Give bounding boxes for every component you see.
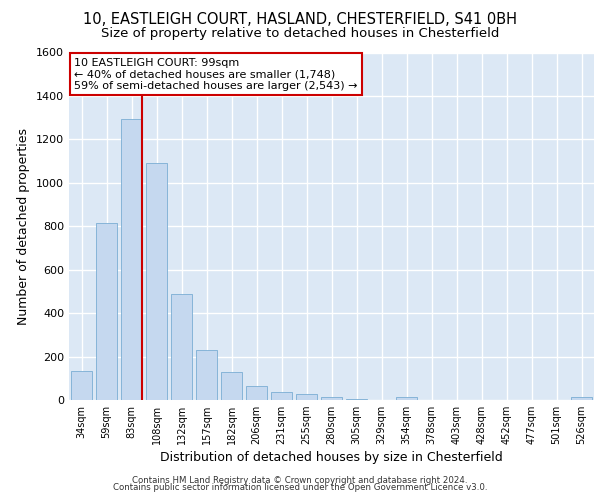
- Y-axis label: Number of detached properties: Number of detached properties: [17, 128, 31, 325]
- Bar: [221, 372, 242, 400]
- Bar: [196, 350, 217, 400]
- Bar: [346, 399, 367, 400]
- Text: Contains HM Land Registry data © Crown copyright and database right 2024.: Contains HM Land Registry data © Crown c…: [132, 476, 468, 485]
- Bar: [71, 370, 92, 400]
- Bar: [96, 223, 117, 400]
- Text: Contains public sector information licensed under the Open Government Licence v3: Contains public sector information licen…: [113, 484, 487, 492]
- Text: 10, EASTLEIGH COURT, HASLAND, CHESTERFIELD, S41 0BH: 10, EASTLEIGH COURT, HASLAND, CHESTERFIE…: [83, 12, 517, 28]
- Bar: [271, 392, 292, 400]
- Text: Size of property relative to detached houses in Chesterfield: Size of property relative to detached ho…: [101, 28, 499, 40]
- Bar: [571, 396, 592, 400]
- X-axis label: Distribution of detached houses by size in Chesterfield: Distribution of detached houses by size …: [160, 452, 503, 464]
- Bar: [146, 164, 167, 400]
- Bar: [296, 394, 317, 400]
- Bar: [321, 396, 342, 400]
- Bar: [246, 386, 267, 400]
- Bar: [171, 294, 192, 400]
- Bar: [121, 118, 142, 400]
- Text: 10 EASTLEIGH COURT: 99sqm
← 40% of detached houses are smaller (1,748)
59% of se: 10 EASTLEIGH COURT: 99sqm ← 40% of detac…: [74, 58, 358, 91]
- Bar: [396, 396, 417, 400]
